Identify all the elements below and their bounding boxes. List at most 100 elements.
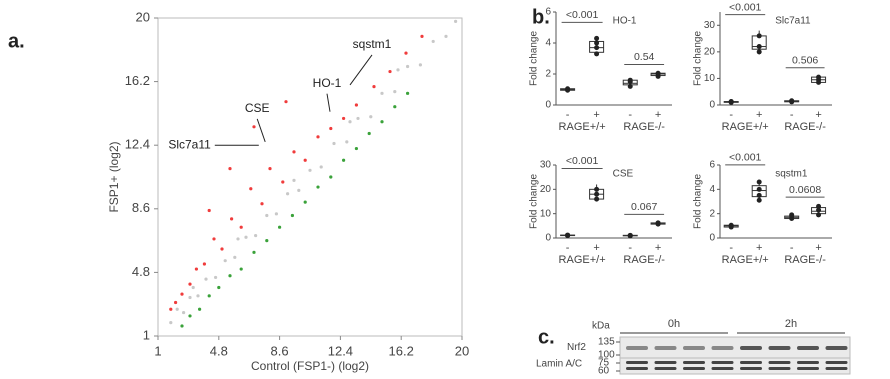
point xyxy=(291,214,294,217)
annotation-label: HO-1 xyxy=(313,76,342,90)
point xyxy=(275,212,278,215)
point xyxy=(345,140,348,143)
y-tick-label: 10 xyxy=(540,208,552,219)
y-tick-label: 1 xyxy=(143,327,150,342)
x-tick-label: + xyxy=(815,242,821,254)
point xyxy=(308,169,311,172)
point xyxy=(212,237,215,240)
point xyxy=(217,286,220,289)
x-tick-label: 12.4 xyxy=(328,343,353,358)
band xyxy=(769,367,791,370)
point xyxy=(396,68,399,71)
point xyxy=(342,159,345,162)
x-tick-label: 8.6 xyxy=(271,343,289,358)
point xyxy=(304,201,307,204)
point xyxy=(244,236,247,239)
point xyxy=(348,120,351,123)
point xyxy=(236,237,239,240)
point xyxy=(169,308,172,311)
p-value: <0.001 xyxy=(566,155,599,167)
marker-label: 135 xyxy=(598,337,615,348)
band xyxy=(712,361,734,364)
point xyxy=(203,262,206,265)
point xyxy=(342,117,345,120)
point xyxy=(393,105,396,108)
point xyxy=(278,226,281,229)
annotation-arrow xyxy=(350,55,372,85)
point xyxy=(174,301,177,304)
point xyxy=(208,294,211,297)
x-tick-label: 20 xyxy=(455,343,469,358)
point xyxy=(292,150,295,153)
group-label: RAGE+/+ xyxy=(559,254,606,266)
band xyxy=(769,361,791,364)
y-axis-label: Fold change xyxy=(529,31,540,86)
point xyxy=(316,185,319,188)
y-tick-label: 0 xyxy=(709,100,715,111)
point xyxy=(729,99,734,104)
p-value: <0.001 xyxy=(729,1,762,13)
y-tick-label: 16.2 xyxy=(125,73,150,88)
band xyxy=(683,361,705,364)
p-value: 0.0608 xyxy=(789,184,821,196)
point xyxy=(320,165,323,168)
point xyxy=(204,277,207,280)
point xyxy=(594,187,599,192)
point xyxy=(220,247,223,250)
y-tick-label: 0 xyxy=(545,233,551,244)
p-value: 0.067 xyxy=(631,201,657,213)
chart-title: sqstm1 xyxy=(775,169,808,180)
x-tick-label: + xyxy=(655,242,661,254)
point xyxy=(594,36,599,41)
point xyxy=(254,234,257,237)
x-tick-label: 16.2 xyxy=(389,343,414,358)
y-tick-label: 30 xyxy=(704,20,716,31)
x-tick-label: - xyxy=(628,242,632,254)
point xyxy=(265,214,268,217)
point xyxy=(260,202,263,205)
point xyxy=(252,125,255,128)
point xyxy=(228,274,231,277)
point xyxy=(419,63,422,66)
x-tick-label: - xyxy=(729,242,733,254)
group-label: RAGE+/+ xyxy=(722,121,769,133)
point xyxy=(230,217,233,220)
point xyxy=(332,142,335,145)
band xyxy=(740,346,762,350)
chart-title: HO-1 xyxy=(613,16,637,27)
band xyxy=(826,367,848,370)
chart-title: Slc7a11 xyxy=(775,16,811,27)
point xyxy=(292,179,295,182)
point xyxy=(281,180,284,183)
point xyxy=(284,100,287,103)
point xyxy=(757,49,762,54)
point xyxy=(404,52,407,55)
point xyxy=(180,324,183,327)
band xyxy=(626,367,648,370)
p-value: 0.54 xyxy=(634,51,655,63)
x-tick-label: + xyxy=(815,109,821,121)
panel-label: a. xyxy=(8,30,25,52)
point xyxy=(420,35,423,38)
point xyxy=(182,311,185,314)
y-tick-label: 8.6 xyxy=(132,200,150,215)
row-label: Nrf2 xyxy=(567,342,586,353)
band xyxy=(626,346,648,350)
point xyxy=(816,204,821,209)
annotation-arrow xyxy=(257,119,265,142)
y-tick-label: 30 xyxy=(540,160,552,171)
band xyxy=(626,361,648,364)
point xyxy=(565,233,570,238)
point xyxy=(380,120,383,123)
point xyxy=(196,294,199,297)
point xyxy=(789,212,794,217)
group-label: RAGE+/+ xyxy=(559,121,606,133)
p-value: 0.506 xyxy=(792,55,818,67)
x-tick-label: + xyxy=(655,109,661,121)
y-tick-label: 20 xyxy=(540,184,552,195)
p-value: <0.001 xyxy=(729,152,762,164)
group-label: RAGE+/+ xyxy=(722,254,769,266)
point xyxy=(406,65,409,68)
band xyxy=(712,367,734,370)
x-tick-label: + xyxy=(593,109,599,121)
